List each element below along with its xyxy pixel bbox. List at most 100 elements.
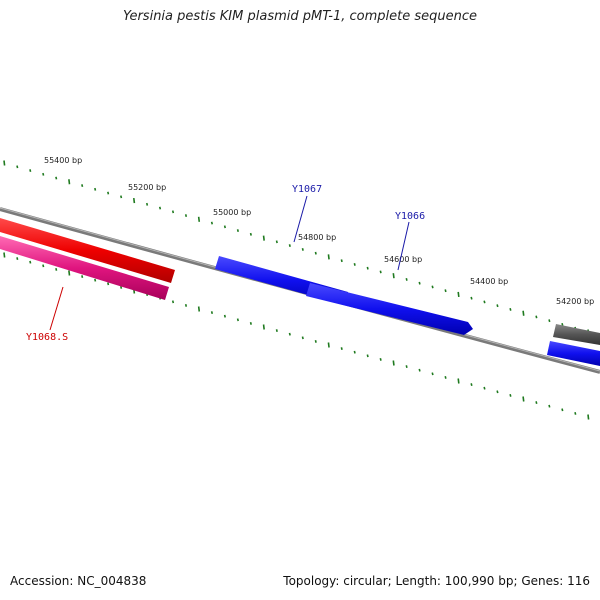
outer-tick-mark (184, 214, 188, 218)
outer-tick-mark (81, 184, 84, 187)
inner-tick-mark (483, 386, 486, 390)
outer-tick-mark (327, 254, 330, 260)
inner-tick-mark (431, 372, 434, 376)
outer-tick-mark (301, 247, 304, 251)
inner-tick-mark (301, 336, 304, 340)
outer-tick-mark (210, 221, 214, 225)
inner-tick-mark (522, 396, 525, 402)
inner-tick-mark (197, 306, 201, 312)
inner-tick-mark (236, 318, 239, 322)
outer-tick-mark (457, 291, 460, 298)
inner-tick-mark (509, 393, 512, 397)
outer-tick-mark (223, 225, 227, 229)
inner-tick-mark (444, 375, 447, 379)
inner-tick-mark (55, 267, 58, 271)
outer-tick-mark (548, 319, 551, 323)
inner-tick-mark (535, 401, 538, 405)
gene-label-leader (397, 221, 410, 271)
inner-tick-mark (574, 411, 577, 415)
outer-tick-mark (107, 191, 110, 195)
inner-tick-mark (107, 282, 110, 286)
tick-label: 54400 bp (470, 277, 508, 286)
outer-tick-row (3, 160, 590, 335)
inner-tick-mark (29, 260, 32, 264)
inner-tick-mark (81, 275, 84, 279)
inner-tick-mark (210, 311, 214, 315)
topology-summary: Topology: circular; Length: 100,990 bp; … (283, 574, 590, 588)
outer-tick-mark (470, 296, 473, 300)
outer-tick-mark (158, 206, 162, 210)
outer-tick-mark (29, 169, 32, 172)
tick-label: 55400 bp (44, 156, 82, 165)
outer-tick-mark (132, 197, 136, 204)
outer-tick-mark (249, 232, 252, 236)
outer-tick-mark (405, 277, 408, 281)
outer-tick-mark (431, 285, 434, 289)
outer-tick-mark (418, 281, 421, 285)
inner-tick-mark (457, 378, 460, 384)
inner-tick-mark (405, 365, 408, 369)
tick-label: 54600 bp (384, 255, 422, 264)
inner-tick-mark (68, 270, 71, 276)
outer-tick-mark (379, 270, 382, 274)
outer-tick-mark (366, 266, 369, 270)
gene-gray-bar[interactable] (553, 324, 600, 345)
gene-red-bar[interactable] (0, 218, 175, 283)
outer-tick-mark (42, 172, 45, 176)
gene-label-leader (293, 195, 308, 243)
outer-tick-mark (236, 229, 239, 233)
outer-tick-mark (535, 315, 538, 319)
gene-y1066-bar[interactable] (306, 283, 473, 335)
gene-label-y1068s[interactable]: Y1068.S (26, 332, 68, 343)
outer-tick-mark (3, 160, 6, 166)
inner-tick-mark (314, 339, 317, 343)
outer-tick-mark (68, 179, 71, 185)
outer-tick-mark (353, 262, 356, 266)
tick-label: 54200 bp (556, 297, 594, 306)
gene-blue-right-bar[interactable] (547, 341, 600, 366)
inner-tick-mark (42, 264, 45, 268)
outer-tick-mark (145, 202, 149, 206)
outer-tick-mark (392, 273, 395, 279)
tick-label: 54800 bp (298, 233, 336, 242)
gene-y1068s-bar[interactable] (0, 236, 169, 300)
inner-tick-mark (94, 278, 97, 282)
map-title: Yersinia pestis KIM plasmid pMT-1, compl… (122, 9, 478, 24)
inner-tick-mark (223, 314, 227, 318)
outer-tick-mark (171, 210, 175, 214)
inner-tick-mark (120, 285, 123, 289)
outer-tick-mark (314, 251, 317, 255)
inner-tick-mark (327, 342, 330, 348)
outer-tick-mark (509, 308, 512, 311)
outer-tick-mark (288, 244, 291, 248)
inner-tick-mark (16, 257, 19, 261)
inner-tick-mark (392, 360, 395, 366)
inner-tick-mark (470, 383, 473, 387)
inner-tick-mark (496, 390, 499, 394)
inner-tick-mark (561, 408, 564, 412)
inner-tick-mark (340, 347, 343, 351)
outer-tick-mark (275, 240, 278, 244)
accession-label: Accession: NC_004838 (10, 574, 147, 588)
outer-tick-mark (340, 259, 343, 263)
outer-tick-mark (483, 300, 486, 304)
gene-label-leader (49, 286, 64, 331)
inner-tick-mark (262, 324, 265, 330)
gene-label-y1067[interactable]: Y1067 (292, 184, 322, 195)
gene-label-y1066[interactable]: Y1066 (395, 211, 425, 222)
outer-tick-mark (16, 165, 19, 169)
inner-tick-mark (184, 303, 188, 307)
inner-tick-mark (171, 300, 175, 304)
outer-tick-mark (262, 235, 265, 241)
inner-tick-mark (288, 332, 291, 336)
inner-tick-mark (353, 350, 356, 354)
inner-tick-mark (275, 329, 278, 333)
outer-tick-mark (94, 187, 97, 191)
inner-tick-mark (548, 404, 551, 408)
outer-tick-mark (444, 289, 447, 293)
outer-tick-mark (120, 195, 123, 199)
tick-label: 55200 bp (128, 183, 166, 192)
outer-tick-mark (496, 304, 499, 308)
